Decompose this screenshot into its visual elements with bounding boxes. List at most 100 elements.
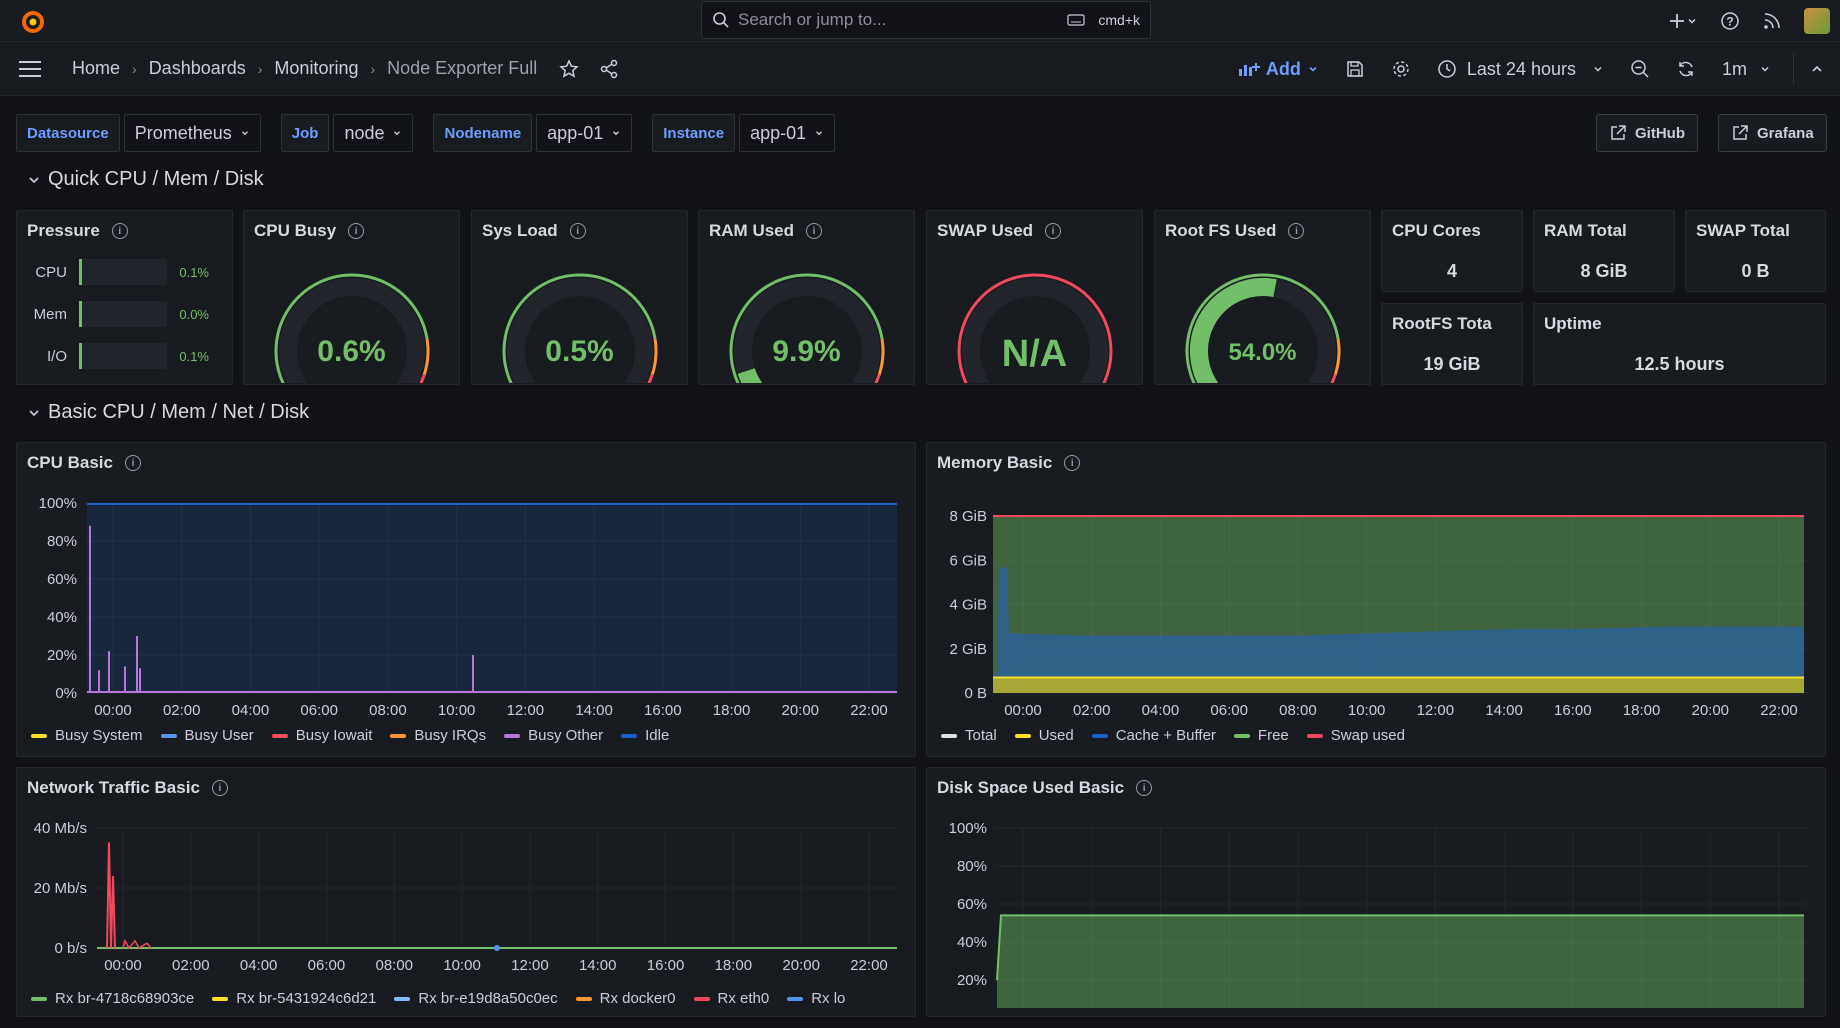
gauge-threshold-arc — [274, 273, 429, 383]
legend-item[interactable]: Busy System — [31, 727, 143, 744]
share-icon[interactable] — [599, 59, 619, 79]
legend-item[interactable]: Rx br-4718c68903ce — [31, 990, 194, 1007]
info-icon[interactable]: i — [211, 780, 228, 796]
x-tick-label: 12:00 — [1417, 702, 1455, 719]
time-range-picker[interactable]: Last 24 hours — [1437, 59, 1604, 80]
grafana-link-button[interactable]: Grafana — [1718, 114, 1827, 152]
grafana-logo-icon[interactable] — [18, 6, 48, 36]
legend-item[interactable]: Used — [1014, 727, 1074, 744]
info-icon[interactable]: i — [1045, 223, 1062, 239]
search-icon — [713, 12, 729, 28]
cpu-basic-legend: Busy System Busy User Busy Iowait Busy I… — [31, 727, 669, 744]
breadcrumb-home[interactable]: Home — [72, 58, 121, 78]
swap-used-gauge — [957, 273, 1113, 383]
legend-item[interactable]: Busy Iowait — [271, 727, 372, 744]
legend-item[interactable]: Rx lo — [787, 990, 845, 1007]
info-icon[interactable]: i — [348, 223, 365, 239]
legend-item[interactable]: Rx br-e19d8a50c0ec — [394, 990, 558, 1007]
chevron-up-icon — [1812, 65, 1822, 72]
disk-space-chart[interactable]: 20% 40% 60% 80% 100% — [927, 808, 1825, 1008]
cpu-basic-panel[interactable]: CPU Basic i 0% 20% 40% 60% 80% 100% 00:00 02:00 0… — [16, 442, 916, 757]
refresh-button[interactable] — [1676, 59, 1696, 79]
info-icon[interactable]: i — [1136, 780, 1153, 796]
cpu-basic-chart[interactable]: 0% 20% 40% 60% 80% 100% 00:00 02:00 04:00 06:00 08… — [17, 483, 915, 723]
sys-load-panel[interactable]: Sys Load i 0.5% — [471, 210, 688, 385]
disk-space-panel[interactable]: Disk Space Used Basic i 20% 40% 60% 80% 100% — [926, 767, 1826, 1017]
chevron-down-icon — [241, 131, 248, 136]
top-right-actions: ? — [1646, 0, 1840, 42]
user-avatar[interactable] — [1804, 8, 1830, 34]
legend-item[interactable]: Busy IRQs — [390, 727, 486, 744]
root-fs-used-value: 54.0% — [1228, 339, 1297, 366]
menu-icon[interactable] — [18, 60, 42, 78]
cpu-busy-panel[interactable]: CPU Busy i 0.6% — [243, 210, 460, 385]
uptime-panel[interactable]: Uptime 12.5 hours — [1533, 303, 1826, 385]
legend-item[interactable]: Free — [1233, 727, 1289, 744]
dashboard-settings-button[interactable] — [1391, 59, 1411, 79]
variable-datasource-select[interactable]: Prometheus — [123, 114, 261, 152]
info-icon[interactable]: i — [124, 455, 141, 471]
variable-nodename-select[interactable]: app-01 — [536, 114, 633, 152]
legend-label: Total — [965, 727, 997, 744]
legend-item[interactable]: Rx br-5431924c6d21 — [212, 990, 376, 1007]
chevron-down-icon — [1594, 66, 1602, 72]
breadcrumb-dashboards[interactable]: Dashboards — [148, 58, 246, 78]
row-basic-header[interactable]: Basic CPU / Mem / Net / Disk — [28, 401, 309, 424]
swap-used-title: SWAP Used — [937, 221, 1034, 240]
x-tick-label: 00:00 — [94, 702, 132, 719]
search-shortcut: cmd+k — [1067, 12, 1140, 28]
info-icon[interactable]: i — [1064, 455, 1081, 471]
info-icon[interactable]: i — [111, 223, 128, 239]
gauge-track — [962, 278, 1108, 383]
new-menu-button[interactable] — [1668, 12, 1698, 30]
legend-item[interactable]: Swap used — [1306, 727, 1405, 744]
zoom-out-button[interactable] — [1630, 59, 1650, 79]
add-button[interactable]: Add — [1238, 59, 1319, 80]
network-traffic-panel[interactable]: Network Traffic Basic i 0 b/s 20 Mb/s 40 Mb… — [16, 767, 916, 1017]
cpu-busy-gauge — [274, 273, 430, 383]
legend-item[interactable]: Busy Other — [504, 727, 603, 744]
info-icon[interactable]: i — [569, 223, 586, 239]
info-icon[interactable]: i — [806, 223, 823, 239]
memory-basic-chart[interactable]: 0 B 2 GiB 4 GiB 6 GiB 8 GiB 00:00 02:00 04:00 06… — [927, 483, 1825, 723]
swap-used-panel[interactable]: SWAP Used i N/A — [926, 210, 1143, 385]
gauge-threshold-arc — [874, 373, 881, 383]
row-quick-header[interactable]: Quick CPU / Mem / Disk — [28, 168, 264, 191]
info-icon[interactable]: i — [1288, 223, 1305, 239]
pressure-panel[interactable]: Pressure i CPU 0.1% Mem 0.0% I/O 0.1% — [16, 210, 233, 385]
star-icon[interactable] — [559, 58, 579, 79]
idle-area — [87, 503, 897, 693]
news-button[interactable] — [1762, 11, 1782, 31]
row-basic-title: Basic CPU / Mem / Net / Disk — [48, 401, 310, 423]
cpu-cores-panel[interactable]: CPU Cores 4 — [1381, 210, 1523, 292]
save-dashboard-button[interactable] — [1345, 59, 1365, 79]
help-button[interactable]: ? — [1720, 11, 1740, 31]
legend-swatch — [160, 733, 177, 738]
y-tick-label: 0% — [55, 685, 77, 702]
x-tick-label: 04:00 — [240, 957, 278, 974]
root-fs-used-panel[interactable]: Root FS Used i 54.0% — [1154, 210, 1371, 385]
swap-total-panel[interactable]: SWAP Total 0 B — [1685, 210, 1826, 292]
network-traffic-chart[interactable]: 0 b/s 20 Mb/s 40 Mb/s 00:00 02:00 04:00 06:00 0… — [17, 808, 915, 1028]
legend-item[interactable]: Total — [941, 727, 997, 744]
github-link-button[interactable]: GitHub — [1596, 114, 1698, 152]
rootfs-total-panel[interactable]: RootFS Tota 19 GiB — [1381, 303, 1523, 385]
chevron-down-icon — [1761, 66, 1769, 72]
variable-job-select[interactable]: node — [333, 114, 414, 152]
collapse-nav-button[interactable] — [1810, 62, 1824, 76]
legend-item[interactable]: Idle — [621, 727, 669, 744]
legend-item[interactable]: Rx docker0 — [575, 990, 676, 1007]
cpu-busy-title: CPU Busy — [254, 221, 337, 240]
legend-item[interactable]: Busy User — [160, 727, 254, 744]
legend-item[interactable]: Rx eth0 — [693, 990, 769, 1007]
variable-instance-select[interactable]: app-01 — [739, 114, 836, 152]
refresh-interval-picker[interactable]: 1m — [1722, 59, 1771, 80]
legend-item[interactable]: Cache + Buffer — [1091, 727, 1216, 744]
memory-basic-panel[interactable]: Memory Basic i 0 B 2 GiB 4 GiB 6 GiB 8 GiB 00:… — [926, 442, 1826, 757]
pressure-io-label: I/O — [46, 347, 67, 365]
search-input[interactable]: Search or jump to... cmd+k — [701, 1, 1151, 39]
breadcrumb-monitoring[interactable]: Monitoring — [274, 58, 359, 78]
toolbar-divider — [1793, 53, 1794, 85]
ram-total-panel[interactable]: RAM Total 8 GiB — [1533, 210, 1675, 292]
ram-used-panel[interactable]: RAM Used i 9.9% — [698, 210, 915, 385]
